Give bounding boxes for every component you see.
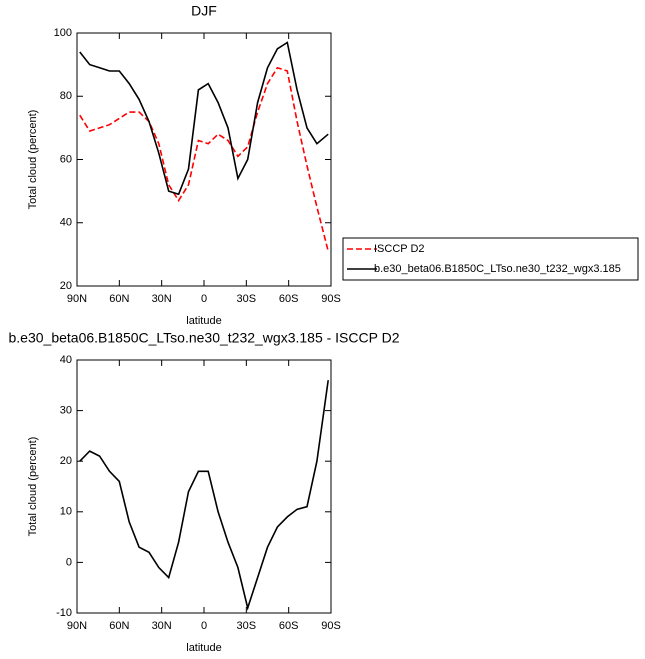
y-tick-label: 100 — [54, 27, 72, 39]
x-tick-label: 0 — [201, 293, 207, 305]
data-line — [79, 66, 329, 252]
x-tick-label: 90N — [67, 293, 87, 305]
legend-label: b.e30_beta06.B1850C_LTso.ne30_t232_wgx3.… — [374, 263, 621, 275]
data-line — [79, 380, 329, 611]
x-tick-label: 90S — [321, 293, 341, 305]
x-tick-label: 60N — [109, 620, 129, 632]
y-tick-label: 60 — [60, 153, 72, 165]
x-axis-label: latitude — [186, 642, 221, 654]
x-tick-label: 30S — [237, 620, 257, 632]
y-tick-label: 10 — [60, 506, 72, 518]
x-tick-label: 0 — [201, 620, 207, 632]
x-tick-label: 30N — [152, 620, 172, 632]
x-tick-label: 90N — [67, 620, 87, 632]
x-axis-label: latitude — [186, 315, 221, 327]
y-axis-label: Total cloud (percent) — [27, 110, 39, 210]
y-tick-label: 0 — [66, 556, 72, 568]
x-tick-label: 30S — [237, 293, 257, 305]
chart-title: b.e30_beta06.B1850C_LTso.ne30_t232_wgx3.… — [9, 330, 400, 346]
y-tick-label: -10 — [56, 607, 72, 619]
y-axis-label: Total cloud (percent) — [27, 437, 39, 537]
legend-box — [342, 237, 639, 281]
y-tick-label: 20 — [60, 455, 72, 467]
y-tick-label: 30 — [60, 405, 72, 417]
y-tick-label: 40 — [60, 217, 72, 229]
plot-frame — [76, 359, 332, 614]
legend-label: ISCCP D2 — [374, 243, 425, 255]
y-tick-label: 20 — [60, 280, 72, 292]
y-tick-label: 40 — [60, 354, 72, 366]
chart-title: DJF — [191, 3, 217, 19]
y-tick-label: 80 — [60, 90, 72, 102]
data-line — [79, 41, 329, 196]
x-tick-label: 60S — [279, 293, 299, 305]
x-tick-label: 60S — [279, 620, 299, 632]
x-tick-label: 90S — [321, 620, 341, 632]
x-tick-label: 60N — [109, 293, 129, 305]
x-tick-label: 30N — [152, 293, 172, 305]
